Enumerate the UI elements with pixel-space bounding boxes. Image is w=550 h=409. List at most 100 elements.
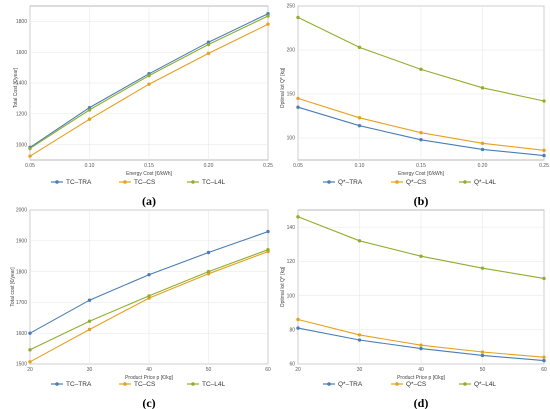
legend-swatch-marker (191, 382, 195, 386)
data-point (296, 326, 300, 330)
data-point (480, 353, 485, 358)
data-point (296, 96, 300, 101)
data-point (206, 42, 211, 47)
x-tick-label: 0.05 (293, 163, 303, 169)
data-point (28, 360, 32, 364)
x-tick-label: 0.15 (416, 163, 426, 169)
y-axis-label: Optimal lot Q* [kg] (280, 67, 286, 108)
legend-entry: TC–CS (119, 381, 156, 388)
legend-label: Q*–L4L (474, 179, 496, 186)
data-point (147, 82, 151, 86)
y-tick-label: 1600 (16, 331, 27, 337)
y-tick-label: 2000 (16, 208, 27, 214)
legend-swatch-marker (463, 382, 467, 386)
legend-entry: Q*–L4L (459, 381, 496, 388)
data-point (87, 319, 92, 323)
data-point (542, 355, 546, 359)
data-point (266, 22, 270, 26)
data-point (542, 358, 546, 363)
panel-label: (c) (142, 396, 155, 409)
x-tick-label: 20 (27, 367, 33, 373)
y-tick-label: 1900 (16, 239, 27, 245)
data-point (542, 148, 546, 153)
y-tick-label: 100 (287, 293, 296, 299)
data-point (147, 73, 151, 78)
panel-label: (d) (414, 396, 429, 409)
data-point (419, 343, 423, 347)
data-point (28, 154, 32, 158)
x-tick-label: 0.10 (355, 163, 365, 169)
legend-label: TC–TRA (66, 381, 92, 388)
data-point (28, 348, 32, 352)
data-point (296, 15, 300, 20)
x-tick-label: 40 (418, 367, 424, 373)
data-point (357, 333, 362, 337)
legend-label: Q*–CS (406, 179, 427, 186)
x-axis-label: Energy Cost [€/kWh] (398, 171, 444, 177)
legend-label: TC–L4L (202, 179, 226, 186)
x-tick-label: 60 (265, 367, 271, 373)
legend-entry: TC–TRA (51, 179, 92, 186)
y-tick-label: 80 (289, 327, 295, 333)
y-axis-label: Total cost [€/year] (10, 267, 16, 307)
legend-label: Q*–TRA (338, 381, 363, 388)
legend-entry: Q*–CS (391, 381, 427, 388)
legend-label: Q*–L4L (474, 381, 496, 388)
legend-entry: Q*–TRA (323, 381, 363, 388)
data-point (28, 146, 32, 151)
y-tick-label: 1700 (16, 300, 27, 306)
data-point (357, 45, 362, 50)
legend-entry: TC–L4L (187, 179, 226, 186)
y-tick-label: 1400 (16, 81, 27, 87)
data-point (87, 108, 92, 112)
y-tick-label: 250 (287, 4, 296, 10)
x-tick-label: 20 (295, 367, 301, 373)
x-axis-label: Product Price p [€/kg] (125, 375, 173, 381)
y-axis-label: Optimal lot Q* [kg] (280, 266, 286, 307)
data-point (206, 269, 211, 274)
data-point (542, 276, 546, 281)
legend-swatch-marker (463, 180, 467, 184)
chart-panel-b: 100 150 200 250 0.05 0.10 0.15 0.20 0.25 Energy C… (280, 4, 549, 208)
y-tick-label: 60 (289, 362, 295, 368)
chart-panel-c: 1500 1600 1700 1800 1900 2000 20 30 40 50 60 Produc… (10, 208, 271, 409)
legend-swatch-marker (191, 180, 195, 184)
y-tick-label: 140 (287, 225, 296, 231)
data-point (542, 99, 546, 103)
x-tick-label: 0.20 (478, 163, 488, 169)
y-tick-label: 150 (287, 92, 296, 98)
data-point (206, 250, 211, 255)
data-point (87, 298, 92, 302)
data-point (147, 294, 151, 298)
y-tick-label: 100 (287, 136, 296, 142)
x-tick-label: 0.25 (263, 163, 273, 169)
data-point (296, 215, 300, 219)
legend-entry: TC–CS (119, 179, 156, 186)
legend-label: TC–L4L (202, 381, 226, 388)
data-point (87, 117, 92, 121)
legend-swatch-marker (327, 382, 331, 386)
x-tick-label: 0.10 (85, 163, 95, 169)
y-tick-label: 1800 (16, 269, 27, 275)
legend-swatch-marker (55, 382, 59, 386)
x-tick-label: 30 (357, 367, 363, 373)
legend-swatch-marker (395, 180, 399, 184)
y-tick-label: 120 (287, 259, 296, 265)
legend-label: TC–CS (134, 179, 156, 186)
data-point (419, 138, 423, 142)
legend-entry: Q*–TRA (323, 179, 363, 186)
legend-entry: Q*–CS (391, 179, 427, 186)
data-point (357, 338, 362, 342)
y-tick-label: 1500 (16, 362, 27, 368)
x-tick-label: 0.20 (204, 163, 214, 169)
x-tick-label: 50 (480, 367, 486, 373)
data-point (480, 86, 485, 90)
x-axis-label: Energy Cost [€/kWh] (126, 171, 172, 177)
data-point (542, 153, 546, 158)
data-point (28, 331, 32, 335)
y-axis-label: Total Cost [€/year] (13, 67, 19, 108)
data-point (419, 254, 423, 258)
y-tick-label: 1800 (16, 19, 27, 25)
